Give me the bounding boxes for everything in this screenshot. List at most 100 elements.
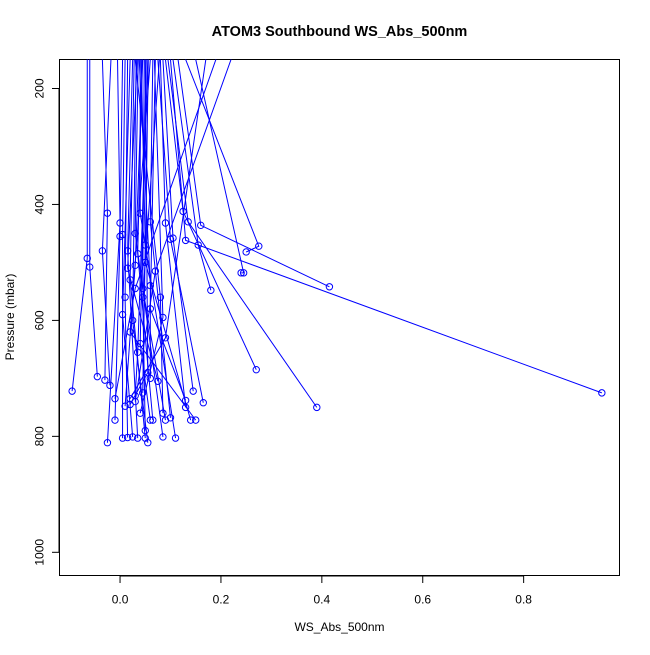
data-point — [156, 293, 165, 301]
data-point — [181, 396, 190, 405]
x-tick-label: 0.0 — [112, 593, 129, 607]
data-point — [128, 316, 137, 325]
data-point — [197, 221, 205, 230]
data-point — [192, 416, 200, 424]
data-point — [133, 348, 142, 356]
y-tick-label: 200 — [33, 78, 47, 98]
data-point — [186, 416, 195, 424]
data-point — [144, 439, 152, 447]
data-point — [136, 409, 144, 417]
profile-line — [71, 59, 88, 392]
data-point — [106, 381, 114, 390]
y-tick-label: 600 — [33, 310, 47, 330]
x-tick-label: 0.8 — [515, 593, 532, 607]
profile-line — [142, 59, 160, 431]
data-point — [126, 276, 134, 284]
data-point — [159, 409, 167, 417]
data-point — [126, 400, 134, 409]
data-point — [131, 284, 139, 293]
profile-line — [129, 59, 207, 399]
data-point — [123, 247, 132, 255]
data-point — [194, 241, 202, 249]
data-point — [159, 313, 167, 322]
data-point — [146, 218, 155, 226]
profile-line — [169, 59, 603, 394]
data-point — [133, 250, 142, 258]
data-point — [101, 376, 109, 384]
profile-line — [162, 59, 194, 392]
profile-line — [124, 59, 144, 407]
profile-line — [134, 59, 232, 402]
data-point — [131, 229, 139, 238]
profile-line — [172, 59, 212, 291]
data-point — [189, 387, 197, 395]
chart-title: ATOM3 Southbound WS_Abs_500nm — [212, 24, 468, 40]
profile-line — [106, 59, 121, 443]
x-axis-label: WS_Abs_500nm — [294, 620, 384, 634]
data-point — [237, 269, 245, 277]
data-point — [131, 392, 139, 400]
data-point — [141, 241, 149, 249]
data-point — [161, 219, 170, 227]
data-point — [136, 339, 144, 348]
data-point — [325, 283, 334, 291]
data-point — [181, 403, 190, 412]
data-point — [139, 293, 147, 301]
profile-markers — [68, 207, 606, 447]
x-axis: 0.0 0.2 0.4 0.6 0.8 — [112, 575, 532, 607]
profile-line — [177, 59, 330, 288]
data-point — [146, 374, 155, 383]
data-point — [123, 433, 132, 442]
x-tick-label: 0.2 — [213, 593, 230, 607]
data-point — [103, 209, 112, 217]
data-point — [111, 394, 119, 403]
data-point — [146, 416, 155, 424]
y-tick-label: 1000 — [33, 539, 47, 566]
data-point — [239, 269, 248, 277]
data-point — [313, 403, 321, 412]
data-point — [181, 236, 190, 245]
data-point — [139, 389, 147, 397]
data-point — [179, 207, 187, 216]
data-point — [126, 328, 134, 336]
data-point — [255, 242, 263, 250]
data-point — [98, 247, 107, 255]
profile-line — [101, 59, 108, 381]
data-point — [207, 286, 215, 294]
profile-line — [134, 59, 164, 437]
data-point — [141, 426, 149, 435]
profile-line — [195, 59, 245, 274]
data-point — [166, 414, 175, 422]
data-point — [68, 387, 76, 395]
data-point — [136, 209, 144, 217]
data-point — [169, 234, 177, 242]
x-tick-label: 0.6 — [414, 593, 431, 607]
data-point — [121, 293, 129, 301]
data-point — [139, 284, 147, 293]
data-point — [141, 258, 149, 267]
data-point — [149, 416, 157, 424]
data-point — [184, 218, 192, 226]
data-point — [121, 402, 129, 410]
data-point — [103, 439, 112, 447]
profile-line — [159, 59, 187, 408]
profile-line — [127, 59, 139, 439]
data-point — [118, 230, 127, 239]
profile-lines — [71, 59, 603, 443]
data-point — [128, 433, 137, 441]
data-point — [86, 263, 94, 271]
profile-line — [122, 59, 134, 437]
data-point — [242, 248, 250, 256]
y-tick-label: 800 — [33, 426, 47, 446]
data-point — [146, 305, 155, 313]
data-point — [161, 334, 170, 342]
data-point — [252, 365, 260, 374]
y-tick-label: 400 — [33, 194, 47, 214]
data-point — [598, 389, 606, 397]
data-point — [171, 434, 180, 442]
data-point — [118, 310, 127, 319]
profile-line — [124, 59, 129, 438]
data-point — [159, 433, 167, 441]
data-point — [133, 434, 142, 442]
